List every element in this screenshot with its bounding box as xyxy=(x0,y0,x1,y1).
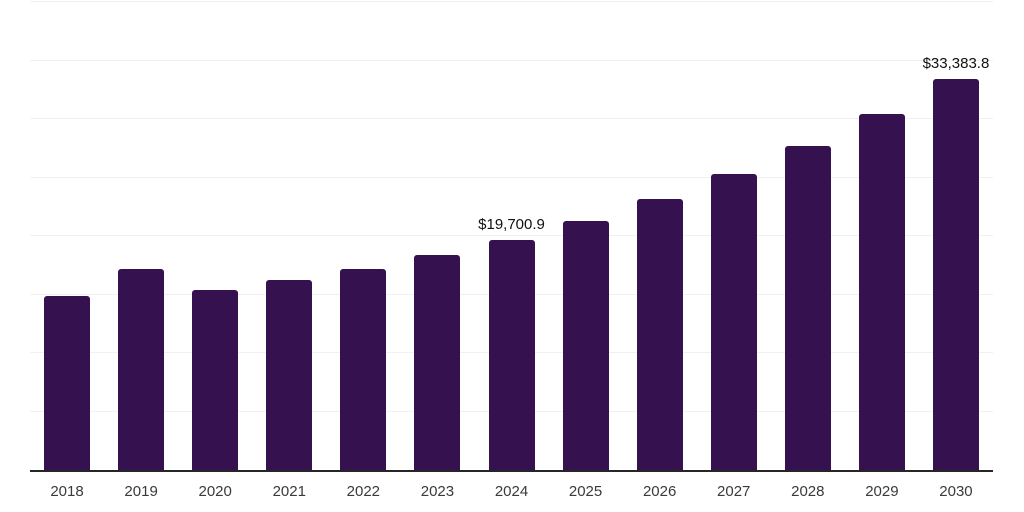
gridline-30000 xyxy=(30,118,993,119)
x-tick-2019: 2019 xyxy=(124,483,158,500)
bar-2027 xyxy=(710,174,757,470)
bar-2030 xyxy=(932,79,979,470)
gridline-35000 xyxy=(30,59,993,61)
bar-2028 xyxy=(784,145,831,470)
gridline-20000 xyxy=(30,235,993,236)
bar-2019 xyxy=(118,268,165,470)
x-tick-2028: 2028 xyxy=(791,483,825,500)
x-tick-2024: 2024 xyxy=(494,483,529,500)
plot-area: $19,700.9 $33,383.8 xyxy=(30,1,993,472)
bar-2018 xyxy=(44,295,91,470)
x-tick-2018: 2018 xyxy=(50,483,84,500)
bar-2024 xyxy=(488,239,535,470)
gridline-25000 xyxy=(30,176,993,178)
bar-2029 xyxy=(858,113,905,470)
bar-2023 xyxy=(414,255,461,470)
bar-2026 xyxy=(636,199,683,470)
x-tick-2021: 2021 xyxy=(272,483,306,500)
x-tick-2030: 2030 xyxy=(939,483,973,500)
bar-2020 xyxy=(192,289,239,470)
x-tick-2029: 2029 xyxy=(865,483,899,500)
x-tick-2026: 2026 xyxy=(642,483,677,500)
bar-2022 xyxy=(340,268,387,470)
x-tick-2022: 2022 xyxy=(346,483,381,500)
gridline-40000 xyxy=(30,1,993,2)
x-tick-2025: 2025 xyxy=(568,483,603,500)
bar-2025 xyxy=(562,220,609,470)
x-tick-2020: 2020 xyxy=(198,483,232,500)
x-tick-2027: 2027 xyxy=(717,483,751,500)
bar-value-label-2024: $19,700.9 xyxy=(478,215,545,233)
bar-2021 xyxy=(266,279,313,470)
x-axis-labels: 2018 2019 2020 2021 2022 2023 2024 2025 2026 2027… xyxy=(30,481,993,503)
x-tick-2023: 2023 xyxy=(420,483,455,500)
bar-value-label-2030: $33,383.8 xyxy=(922,55,990,73)
